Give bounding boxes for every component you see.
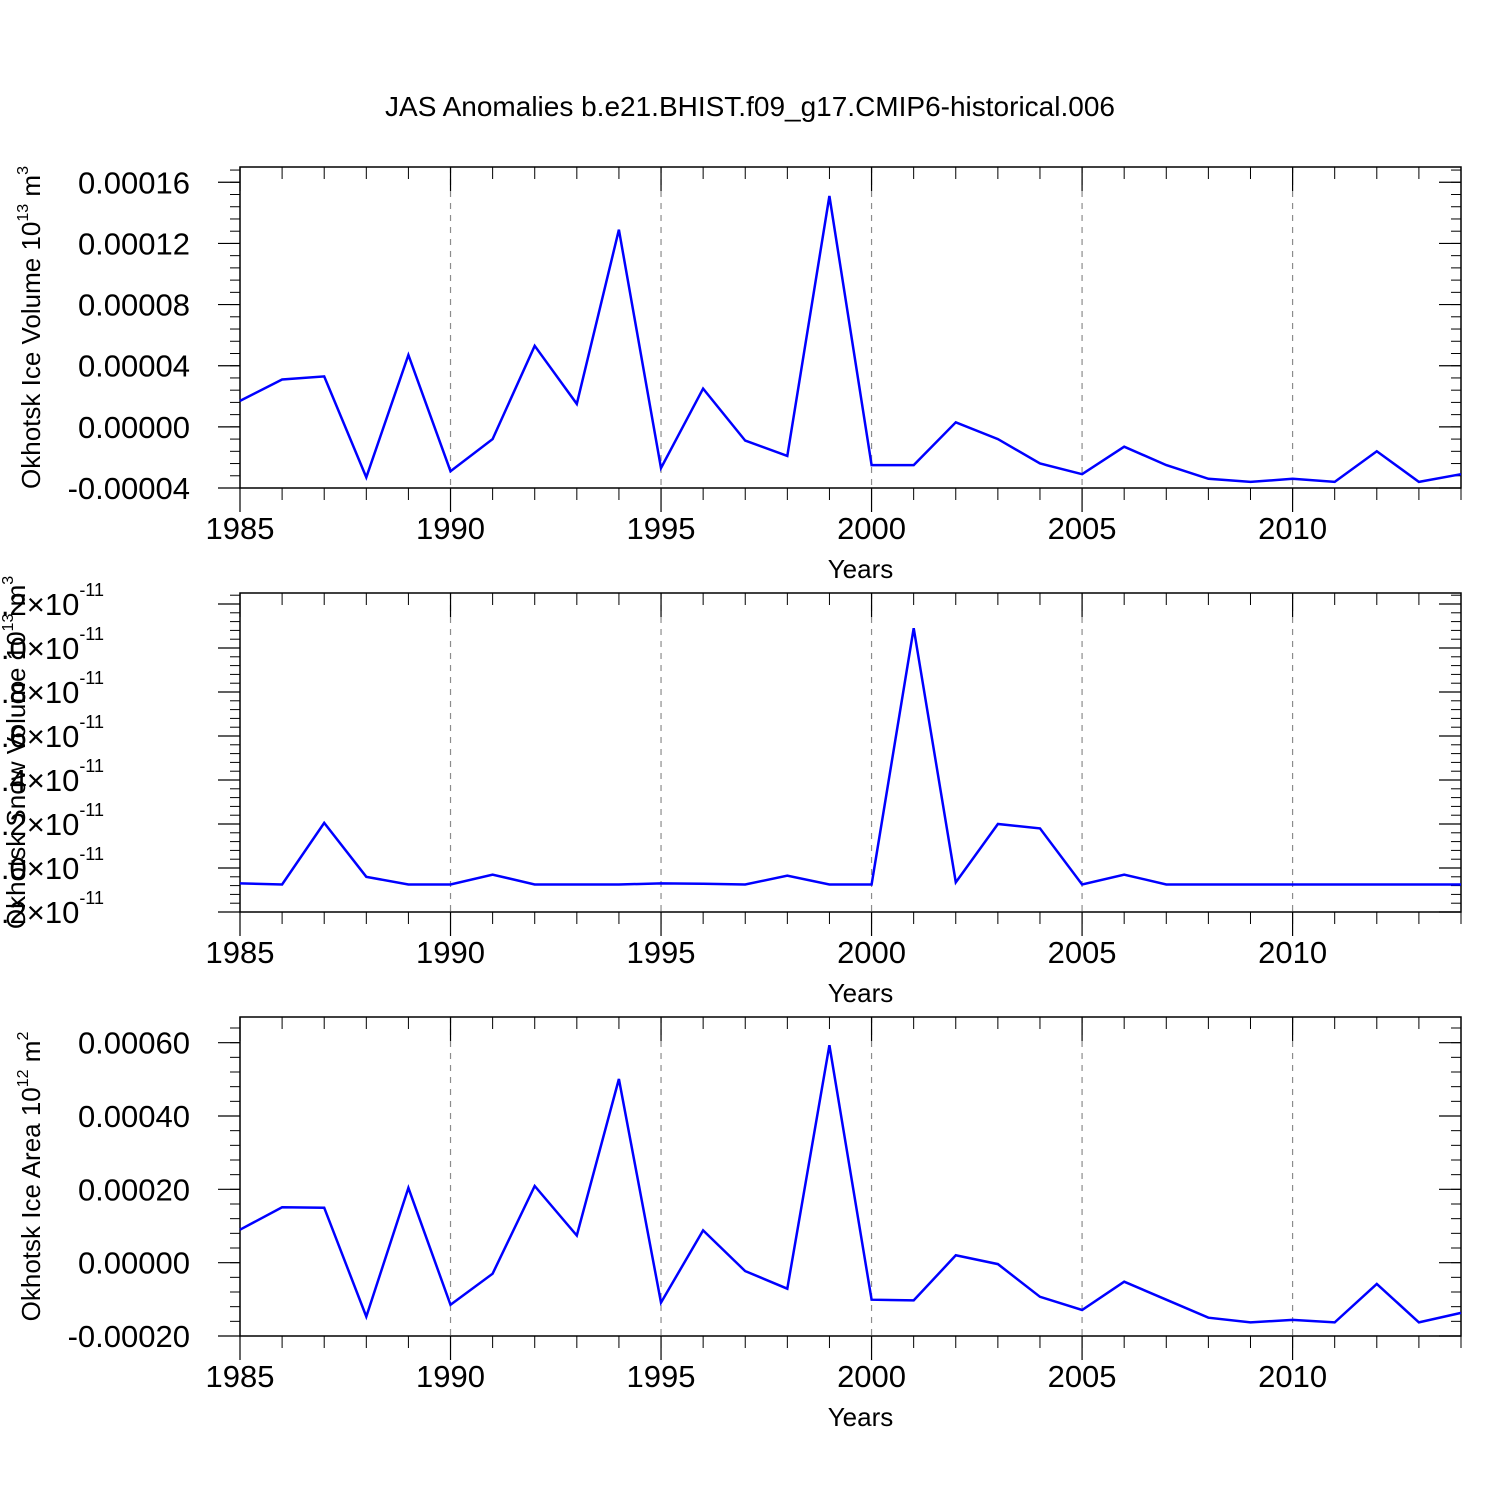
y-tick-exponent: -11 [79, 756, 104, 776]
x-tick-label: 1995 [627, 935, 696, 970]
x-tick-label: 1990 [416, 935, 485, 970]
x-tick-label: 2005 [1048, 935, 1117, 970]
y-tick-label: 0.00000 [78, 1246, 190, 1281]
panel-1: 1985 1990 1995 2000 2005 2010 -0.00004 0.00000 0… [15, 165, 1462, 584]
y-tick-label: 0.00040 [78, 1099, 190, 1134]
y-axis-label-unit-exponent: 2 [15, 1032, 32, 1041]
x-tick-label: 2010 [1258, 1359, 1327, 1394]
y-axis-label: Okhotsk Snow Volume 1013 m3 [0, 576, 31, 929]
y-axis-label: Okhotsk Ice Volume 1013 m3 [15, 166, 46, 489]
y-tick-exponent: -11 [79, 844, 104, 864]
y-tick-multiplier: ×10 [27, 631, 80, 666]
x-tick-label: 2010 [1258, 511, 1327, 546]
y-tick-label: 0.8×10-11 [0, 668, 104, 710]
y-tick-multiplier: ×10 [27, 807, 80, 842]
x-axis-label: Years [828, 1402, 894, 1432]
y-tick-label: 0.00012 [78, 226, 190, 261]
panel-3: 1985 1990 1995 2000 2005 2010 -0.00020 0.00000 0… [15, 1016, 1462, 1432]
y-axis-label-unit-exponent: 3 [0, 576, 17, 585]
y-tick-label: 0.00004 [78, 349, 190, 384]
x-tick-label: 1985 [206, 1359, 275, 1394]
y-axis-label-exponent: 13 [0, 614, 17, 632]
x-tick-label: 1985 [206, 511, 275, 546]
y-tick-exponent: -11 [79, 800, 104, 820]
x-tick-label: 1990 [416, 1359, 485, 1394]
x-tick-label: 2005 [1048, 1359, 1117, 1394]
x-tick-label: 2005 [1048, 511, 1117, 546]
y-tick-label: -0.00004 [68, 471, 190, 506]
y-tick-multiplier: ×10 [27, 587, 80, 622]
axes-frame [239, 592, 1462, 913]
y-tick-label: 0.00008 [78, 288, 190, 323]
y-axis-label-unit: m [16, 175, 46, 204]
panel-2: 198519901995200020052010-0.2×10-110.0×10… [0, 576, 1462, 1008]
axes-frame [239, 166, 1462, 489]
series-line [239, 195, 1462, 484]
x-tick-label: 1985 [206, 935, 275, 970]
series-line [239, 1044, 1462, 1324]
y-tick-multiplier: ×10 [27, 895, 80, 930]
chart-title: JAS Anomalies b.e21.BHIST.f09_g17.CMIP6-… [385, 91, 1115, 122]
y-axis-label-unit: m [1, 585, 31, 614]
x-tick-label: 2010 [1258, 935, 1327, 970]
x-tick-label: 1995 [627, 511, 696, 546]
x-axis-label: Years [828, 978, 894, 1008]
panels: 1985 1990 1995 2000 2005 2010 -0.00004 0.00000 0… [0, 165, 1462, 1432]
y-tick-label: 0.00000 [78, 410, 190, 445]
y-tick-label: -0.00020 [68, 1319, 190, 1354]
y-tick-label: 0.00020 [78, 1172, 190, 1207]
series-line [239, 627, 1461, 886]
x-tick-label: 1995 [627, 1359, 696, 1394]
y-tick-exponent: -11 [79, 624, 104, 644]
x-axis-label: Years [828, 554, 894, 584]
y-tick-exponent: -11 [79, 668, 104, 688]
y-tick-multiplier: ×10 [27, 763, 80, 798]
y-tick-multiplier: ×10 [27, 675, 80, 710]
y-axis-label-unit: m [16, 1041, 46, 1070]
y-tick-exponent: -11 [79, 888, 104, 908]
y-tick-multiplier: ×10 [27, 719, 80, 754]
y-axis-label-exponent: 13 [15, 204, 32, 222]
axes-frame [239, 1016, 1462, 1337]
y-tick-label: 0.00060 [78, 1026, 190, 1061]
y-tick-exponent: -11 [79, 580, 104, 600]
y-axis-label-text: Okhotsk Ice Area 10 [16, 1087, 46, 1321]
y-axis-label-unit-exponent: 3 [15, 166, 32, 175]
y-tick-exponent: -11 [79, 712, 104, 732]
x-tick-label: 2000 [837, 511, 906, 546]
y-axis-label-text: Okhotsk Snow Volume 10 [1, 631, 31, 929]
x-tick-label: 2000 [837, 1359, 906, 1394]
y-axis-label: Okhotsk Ice Area 1012 m2 [15, 1032, 46, 1322]
x-tick-label: 1990 [416, 511, 485, 546]
y-tick-label: 0.00016 [78, 165, 190, 200]
y-axis-label-exponent: 12 [15, 1069, 32, 1087]
y-tick-multiplier: ×10 [27, 851, 80, 886]
x-tick-label: 2000 [837, 935, 906, 970]
y-axis-label-text: Okhotsk Ice Volume 10 [16, 222, 46, 489]
